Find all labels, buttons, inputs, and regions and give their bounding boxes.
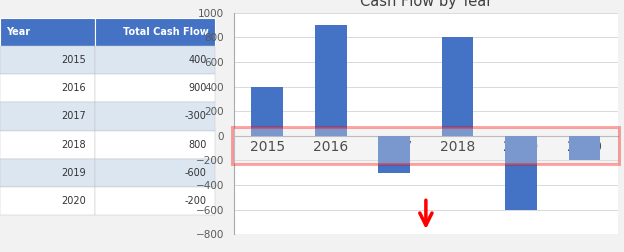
Bar bbox=[505, 136, 537, 210]
Bar bbox=[0, 159, 95, 187]
Text: 2018: 2018 bbox=[62, 140, 86, 150]
Text: 800: 800 bbox=[188, 140, 207, 150]
Bar bbox=[568, 136, 600, 161]
Text: 2019: 2019 bbox=[62, 168, 86, 178]
Text: 2015: 2015 bbox=[61, 55, 86, 65]
Title: Cash Flow by Year: Cash Flow by Year bbox=[359, 0, 492, 9]
Bar bbox=[0, 74, 95, 102]
Bar bbox=[95, 159, 215, 187]
Text: 2017: 2017 bbox=[61, 111, 86, 121]
Bar bbox=[315, 25, 346, 136]
Bar bbox=[95, 18, 215, 46]
Bar bbox=[232, 127, 620, 164]
Bar bbox=[95, 46, 215, 74]
Text: Total Cash Flow: Total Cash Flow bbox=[123, 27, 209, 37]
Text: 900: 900 bbox=[188, 83, 207, 93]
Bar bbox=[251, 86, 283, 136]
Bar bbox=[95, 131, 215, 159]
Text: 2016: 2016 bbox=[62, 83, 86, 93]
Bar bbox=[0, 18, 95, 46]
Text: Year: Year bbox=[6, 27, 31, 37]
Text: -200: -200 bbox=[185, 196, 207, 206]
Bar bbox=[442, 37, 474, 136]
Bar bbox=[95, 102, 215, 131]
Bar bbox=[0, 131, 95, 159]
Bar bbox=[0, 46, 95, 74]
Bar bbox=[378, 136, 410, 173]
Bar bbox=[0, 187, 95, 215]
Text: 2020: 2020 bbox=[61, 196, 86, 206]
Text: -600: -600 bbox=[185, 168, 207, 178]
Bar bbox=[95, 74, 215, 102]
Text: 400: 400 bbox=[188, 55, 207, 65]
Bar bbox=[0, 102, 95, 131]
Bar bbox=[95, 187, 215, 215]
Text: -300: -300 bbox=[185, 111, 207, 121]
